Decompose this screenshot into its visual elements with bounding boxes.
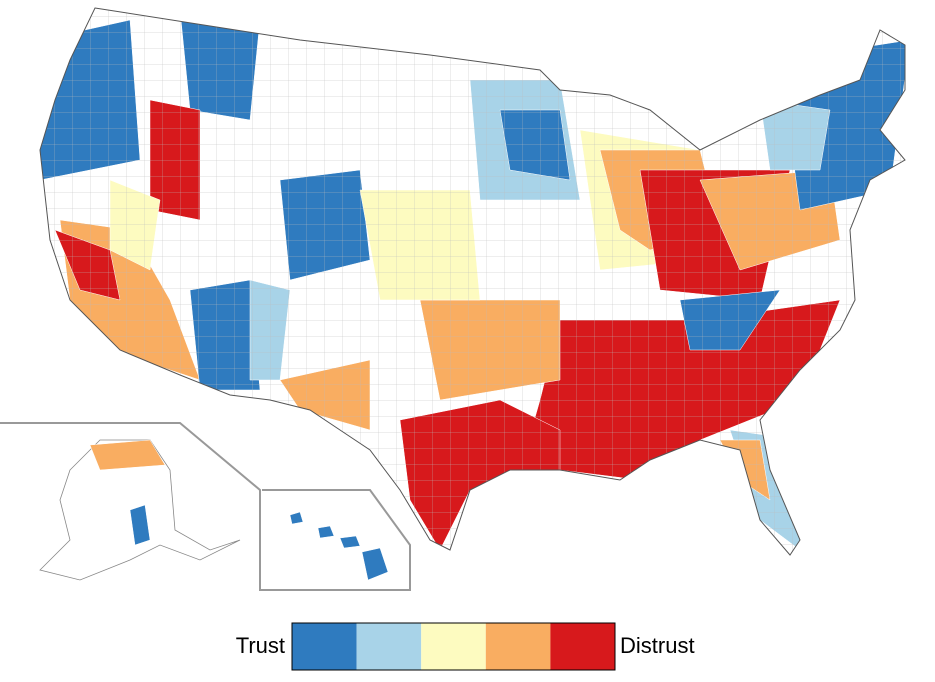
- alaska-region: [89, 439, 166, 471]
- hawaii: [361, 547, 389, 581]
- legend-swatch: [356, 623, 422, 670]
- legend: Trust Distrust: [236, 622, 695, 671]
- hawaii: [289, 511, 304, 525]
- legend-swatch: [421, 623, 486, 670]
- legend-low-label: Trust: [236, 633, 285, 658]
- alaska-region: [129, 504, 151, 546]
- legend-frame: [291, 622, 616, 671]
- us-outline: [39, 7, 906, 556]
- inset-borders: [0, 422, 411, 591]
- hawaii: [317, 525, 335, 539]
- legend-high-label: Distrust: [620, 633, 695, 658]
- legend-swatch: [485, 623, 551, 670]
- hawaii: [339, 535, 361, 549]
- legend-swatch: [292, 623, 357, 670]
- legend-swatch: [550, 623, 615, 670]
